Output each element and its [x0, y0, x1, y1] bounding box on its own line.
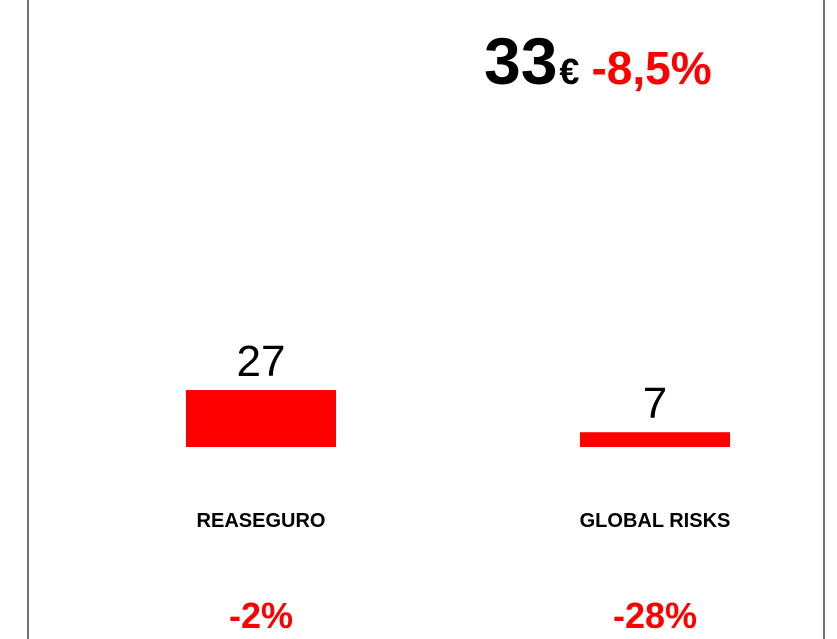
change-label: -2%: [229, 595, 293, 636]
bar: [580, 432, 730, 447]
total-change: -8,5%: [591, 42, 711, 94]
category-label: REASEGURO: [197, 510, 326, 532]
value-label: 7: [643, 379, 667, 428]
currency: €: [559, 51, 579, 92]
headline: 33€ -8,5%: [484, 24, 712, 98]
bar: [186, 390, 336, 447]
change-label: -28%: [613, 595, 697, 636]
category-label: GLOBAL RISKS: [580, 510, 731, 532]
value-label: 27: [237, 337, 286, 386]
total: 33: [484, 24, 557, 98]
